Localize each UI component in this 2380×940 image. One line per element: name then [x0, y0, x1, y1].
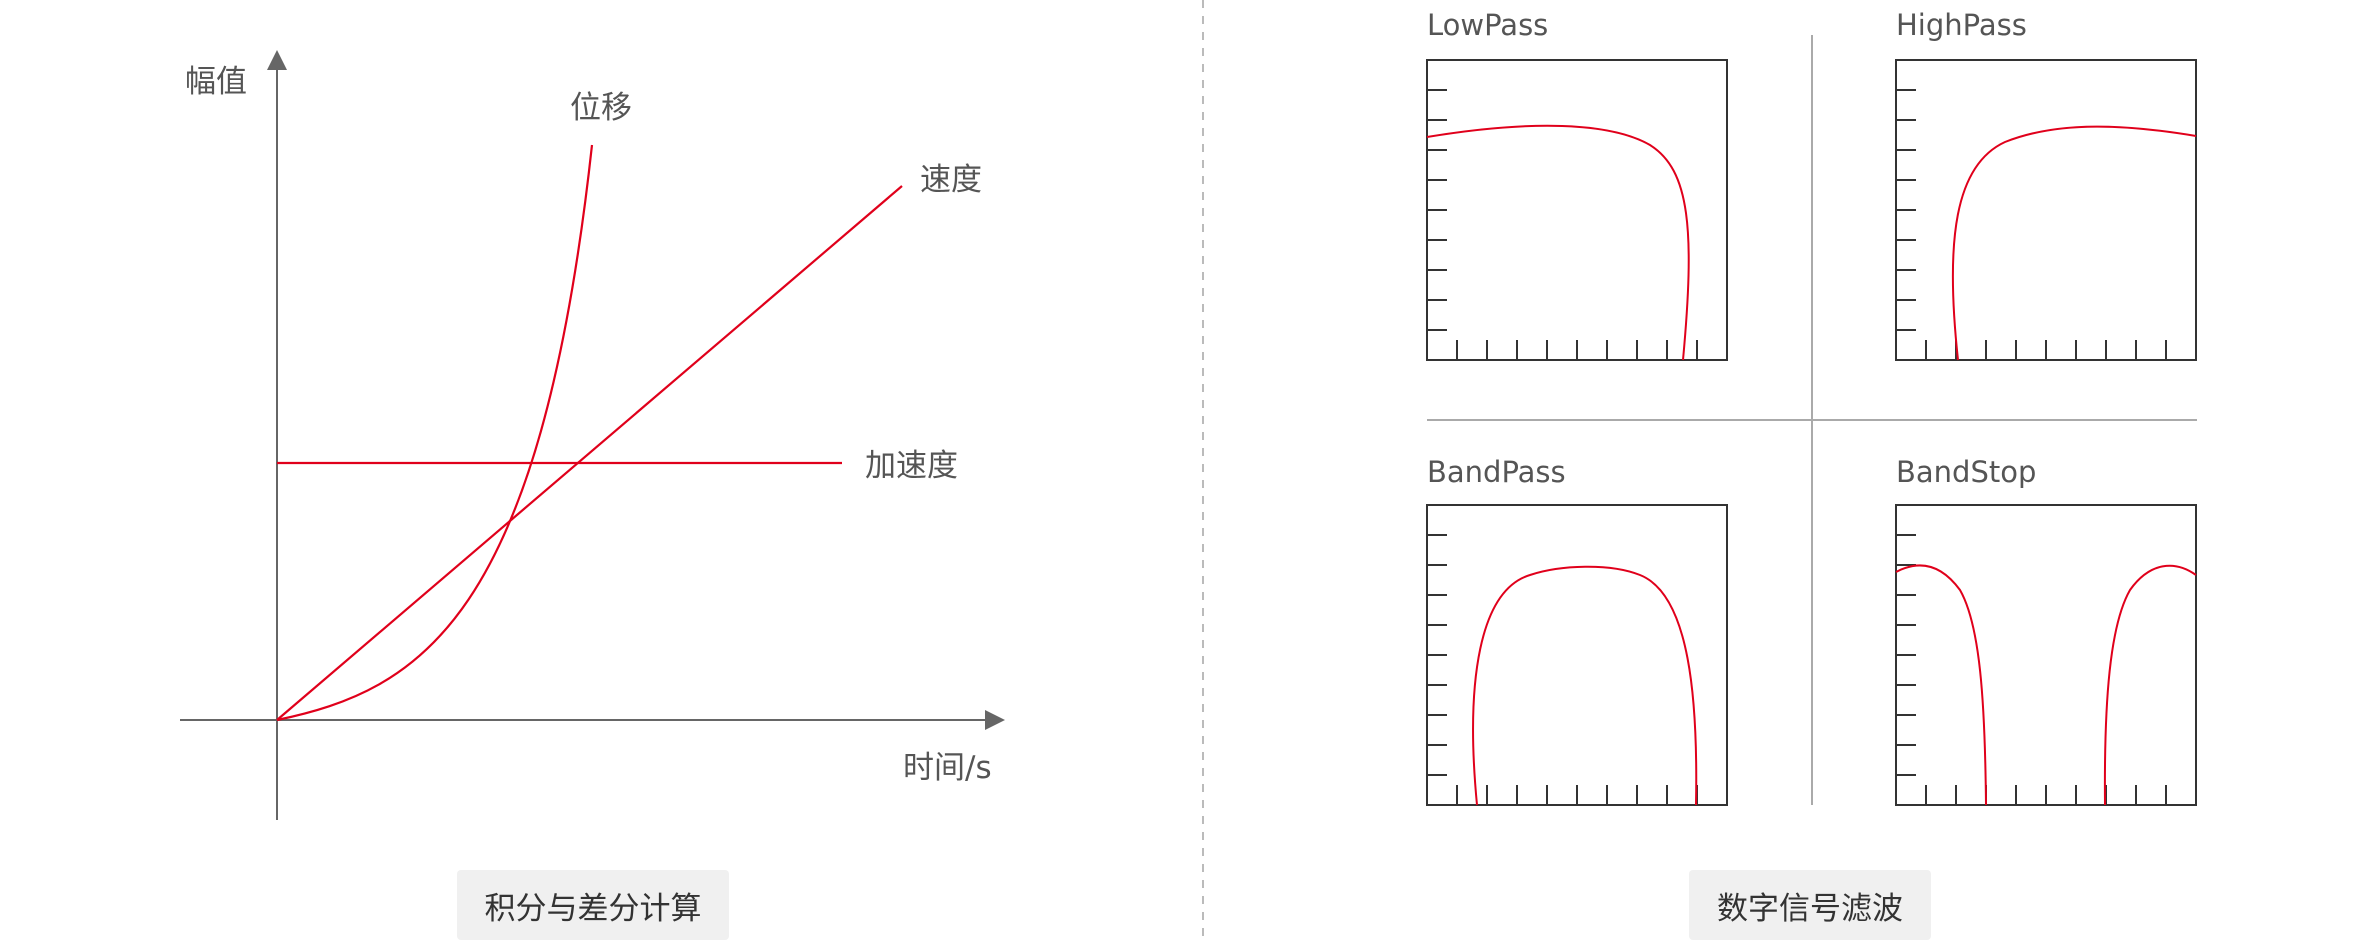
velocity-line: [276, 185, 903, 721]
highpass-response-curve: [1951, 125, 2197, 361]
bandstop-frame: [1895, 504, 2197, 806]
displacement-label: 位移: [570, 90, 632, 126]
integration-diagram: 幅值 时间/s 位移 速度 加速度: [180, 50, 1005, 820]
bandstop-title: BandStop: [1896, 455, 2036, 489]
x-axis-label: 时间/s: [903, 750, 992, 786]
bandstop-response-curve-left: [1895, 564, 1987, 806]
bandpass-title: BandPass: [1427, 455, 1566, 489]
filter-diagrams: LowPass HighPass BandPass BandStop: [1426, 8, 2197, 806]
highpass-title: HighPass: [1896, 8, 2027, 42]
bandpass-ticks: [1427, 534, 1698, 805]
bandpass-frame: [1426, 504, 1728, 806]
lowpass-response-curve: [1426, 124, 1690, 361]
bandstop-plot: BandStop: [1895, 455, 2197, 806]
displacement-curve: [276, 144, 594, 722]
bandpass-plot: BandPass: [1426, 455, 1728, 806]
integration-caption: 积分与差分计算: [457, 870, 729, 940]
bandstop-response-curve-right: [2103, 564, 2197, 806]
bandstop-ticks: [1896, 534, 2167, 805]
lowpass-title: LowPass: [1427, 8, 1548, 42]
highpass-ticks: [1896, 89, 2167, 360]
lowpass-plot: LowPass: [1426, 8, 1728, 361]
y-axis-label: 幅值: [185, 64, 247, 100]
bandpass-response-curve: [1472, 565, 1698, 806]
velocity-label: 速度: [920, 162, 982, 198]
lowpass-ticks: [1427, 89, 1698, 360]
highpass-frame: [1895, 59, 2197, 361]
filter-caption: 数字信号滤波: [1689, 870, 1931, 940]
acceleration-label: 加速度: [865, 448, 958, 484]
lowpass-frame: [1426, 59, 1728, 361]
highpass-plot: HighPass: [1895, 8, 2197, 361]
